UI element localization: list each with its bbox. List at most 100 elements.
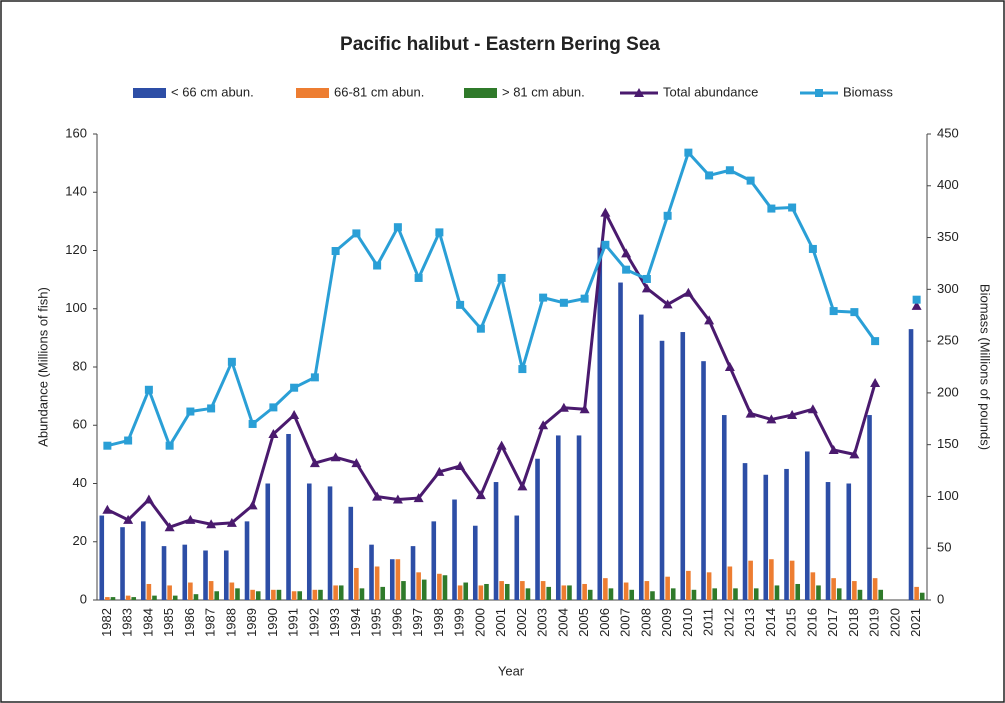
y2-axis-title: Biomass (Millions of pounds) — [978, 284, 993, 450]
point — [373, 261, 382, 270]
y2-tick-label: 450 — [937, 125, 959, 140]
x-tick-label: 2002 — [514, 608, 529, 637]
legend-swatch — [464, 88, 497, 98]
bar — [804, 451, 810, 600]
bar — [333, 585, 338, 600]
point — [123, 514, 134, 524]
bar — [484, 583, 489, 600]
x-axis-title: Year — [498, 663, 525, 678]
point — [206, 519, 217, 529]
bar — [291, 591, 297, 600]
y-tick-label: 20 — [73, 533, 87, 548]
point — [392, 494, 403, 504]
x-tick-label: 2007 — [618, 608, 633, 637]
bar — [576, 435, 582, 600]
point — [143, 494, 154, 504]
point — [227, 357, 236, 366]
bar — [105, 597, 110, 600]
y-tick-label: 40 — [73, 475, 87, 490]
bar — [286, 433, 291, 600]
bar — [629, 589, 635, 600]
point — [870, 378, 881, 388]
bar — [561, 585, 567, 600]
point — [724, 362, 735, 371]
x-tick-label: 2005 — [576, 608, 591, 637]
x-tick-label: 1986 — [182, 608, 197, 637]
bar — [638, 314, 644, 600]
point — [621, 248, 632, 258]
bar — [318, 589, 323, 600]
point — [850, 308, 859, 317]
bar — [255, 591, 261, 600]
point — [414, 273, 423, 282]
point — [185, 514, 196, 524]
point — [310, 373, 319, 382]
point — [642, 274, 651, 283]
y-tick-label: 60 — [73, 417, 87, 432]
point — [663, 211, 672, 220]
bar — [120, 527, 125, 600]
bar — [369, 544, 374, 600]
point — [289, 410, 300, 420]
point — [351, 458, 362, 468]
point — [164, 522, 175, 532]
bar — [603, 578, 608, 600]
bar — [846, 483, 852, 600]
bar — [659, 340, 665, 600]
y2-tick-label: 350 — [937, 229, 959, 244]
y2-tick-label: 150 — [937, 436, 959, 451]
y2-tick-label: 400 — [937, 177, 959, 192]
bar — [540, 581, 546, 600]
legend-label: Total abundance — [663, 84, 758, 99]
bar — [555, 435, 561, 600]
x-tick-label: 2006 — [597, 608, 612, 637]
bar — [852, 581, 857, 600]
bar — [188, 582, 193, 600]
point — [807, 404, 818, 414]
x-tick-label: 2014 — [763, 608, 778, 637]
bar — [374, 566, 380, 600]
x-tick-label: 1983 — [120, 608, 135, 637]
point — [912, 295, 921, 304]
point — [538, 420, 549, 430]
point — [558, 402, 569, 412]
y-tick-label: 0 — [80, 591, 87, 606]
point — [705, 171, 714, 180]
x-tick-label: 1982 — [99, 608, 114, 637]
bar — [338, 585, 344, 600]
bar — [401, 581, 406, 600]
point — [330, 452, 341, 462]
point — [725, 166, 734, 175]
bar — [686, 570, 691, 600]
bar — [110, 597, 116, 600]
x-tick-label: 2017 — [825, 608, 840, 637]
bar — [784, 468, 789, 600]
point — [434, 466, 445, 476]
bar — [146, 583, 152, 600]
bar — [193, 594, 199, 600]
point — [124, 436, 133, 445]
bar — [774, 585, 780, 600]
point — [290, 383, 299, 392]
point — [849, 449, 860, 459]
bar — [721, 415, 727, 600]
bar — [665, 576, 670, 600]
y2-tick-label: 250 — [937, 333, 959, 348]
point — [103, 441, 112, 450]
bar — [712, 588, 718, 600]
bar — [410, 546, 416, 600]
bar — [478, 585, 484, 600]
x-tick-label: 2003 — [535, 608, 550, 637]
point — [207, 404, 216, 413]
point — [102, 504, 113, 514]
bar — [520, 581, 525, 600]
x-tick-label: 2010 — [680, 608, 695, 637]
bar — [701, 361, 706, 600]
x-tick-label: 1998 — [431, 608, 446, 637]
x-tick-label: 1993 — [327, 608, 342, 637]
bar — [359, 588, 365, 600]
point — [331, 247, 340, 256]
point — [559, 298, 568, 307]
point — [600, 207, 611, 217]
point — [911, 300, 922, 310]
